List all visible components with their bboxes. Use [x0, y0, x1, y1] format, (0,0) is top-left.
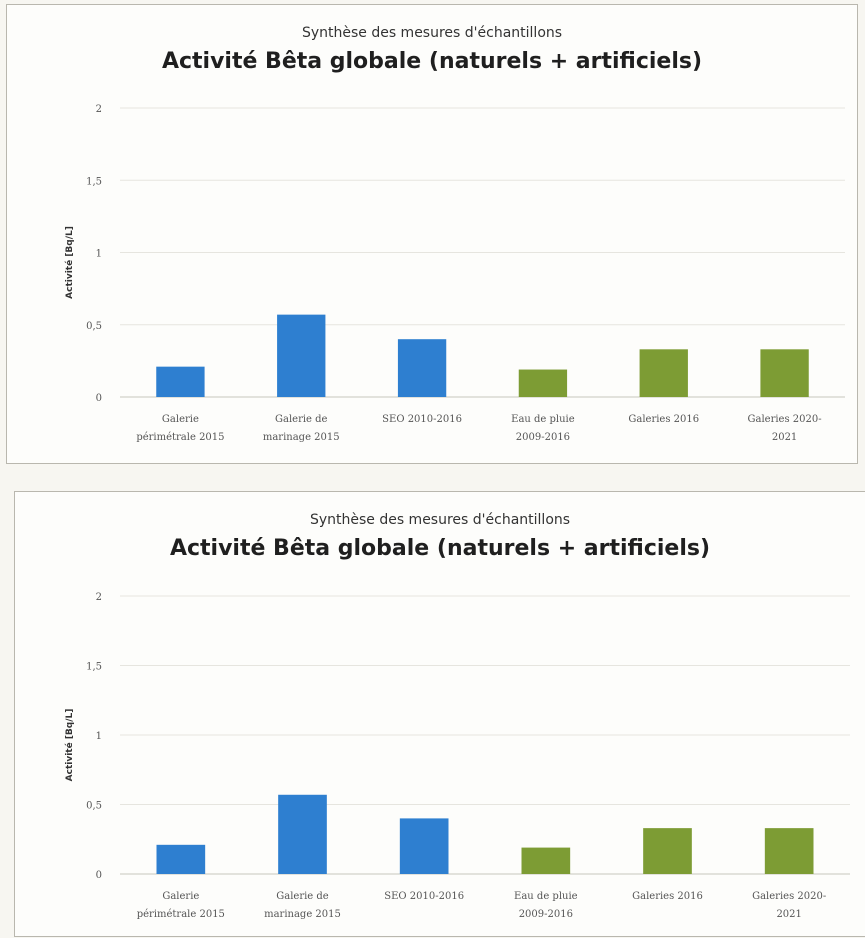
x-tick-label: périmétrale 2015: [137, 909, 225, 920]
x-tick-label: Galerie de: [275, 414, 328, 425]
y-tick-label: 2: [96, 104, 102, 115]
x-tick-label: Galeries 2016: [632, 891, 703, 902]
bar: [639, 349, 688, 397]
x-tick-label: 2021: [776, 909, 801, 920]
bar: [277, 314, 326, 397]
y-tick-label: 0,5: [86, 801, 102, 812]
chart-subtitle: Synthèse des mesures d'échantillons: [301, 25, 563, 41]
bar: [156, 844, 206, 874]
bar: [278, 794, 327, 874]
y-tick-label: 0,5: [86, 321, 102, 332]
bar: [156, 366, 205, 397]
x-tick-label: Eau de pluie: [514, 891, 578, 902]
y-tick-label: 2: [96, 592, 102, 603]
bar-chart-top: 0 0,5 1 1,5 2 Activité [Bq/L] Galerie périmétra…: [64, 104, 845, 443]
x-tick-label: SEO 2010-2016: [382, 414, 462, 425]
y-axis-label: Activité [Bq/L]: [64, 709, 75, 782]
y-tick-label: 1: [96, 731, 102, 742]
chart-title: Activité Bêta globale (naturels + artifi…: [169, 536, 711, 561]
x-tick-label: Eau de pluie: [511, 414, 575, 425]
chart-subtitle: Synthèse des mesures d'échantillons: [309, 512, 571, 528]
x-tick-label: 2009-2016: [516, 432, 570, 443]
x-tick-label: marinage 2015: [263, 432, 340, 443]
y-tick-label: 0: [96, 870, 102, 881]
x-tick-label: 2009-2016: [519, 909, 573, 920]
x-tick-label: Galerie: [162, 414, 199, 425]
y-axis-label: Activité [Bq/L]: [64, 226, 75, 299]
bar-chart-bottom: 0 0,5 1 1,5 2 Activité [Bq/L] Galerie périmétra…: [64, 592, 850, 920]
bar: [764, 828, 814, 874]
bar: [399, 818, 449, 874]
bar: [518, 369, 568, 397]
bar: [643, 828, 692, 874]
chart-title: Activité Bêta globale (naturels + artifi…: [161, 49, 703, 74]
x-tick-label: marinage 2015: [264, 909, 341, 920]
y-tick-label: 1,5: [86, 176, 102, 187]
x-tick-label: Galerie de: [276, 891, 329, 902]
bar: [760, 349, 809, 397]
y-tick-label: 1: [96, 249, 102, 260]
bar: [521, 847, 571, 874]
x-tick-label: SEO 2010-2016: [384, 891, 464, 902]
x-tick-label: Galeries 2020-: [748, 414, 822, 425]
y-tick-label: 0: [96, 393, 102, 404]
x-tick-label: 2021: [772, 432, 797, 443]
bar: [397, 339, 447, 397]
x-tick-label: Galeries 2020-: [752, 891, 826, 902]
x-tick-label: périmétrale 2015: [136, 432, 224, 443]
chart-panel-top: Synthèse des mesures d'échantillons Acti…: [6, 4, 858, 464]
x-tick-label: Galeries 2016: [628, 414, 699, 425]
chart-panel-bottom: Synthèse des mesures d'échantillons Acti…: [14, 491, 865, 937]
x-tick-label: Galerie: [162, 891, 199, 902]
y-tick-label: 1,5: [86, 662, 102, 673]
